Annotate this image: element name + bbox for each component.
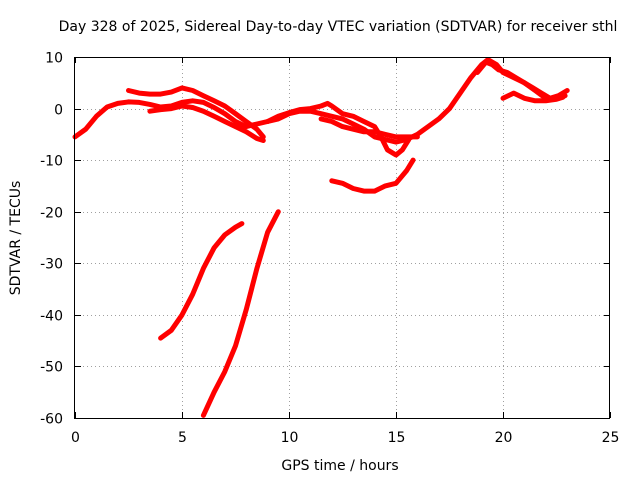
y-tick-label: -60 [40,412,63,428]
series-track-late [474,59,570,101]
x-tick-label: 15 [388,430,406,446]
y-tick-label: -30 [40,257,63,273]
x-axis-label: GPS time / hours [281,458,398,474]
axis-ticks: 0 5 10 15 20 25 10 0 -10 -20 -30 -40 -50 -60 [40,51,619,447]
series-track-late-b [500,90,566,104]
x-tick-label: 5 [178,430,187,446]
series-track-mid-b [318,116,420,140]
x-tick-label: 20 [495,430,513,446]
plot-frame [74,57,610,419]
y-tick-label: 10 [45,51,63,67]
series-track-main-b [126,85,266,140]
y-tick-label: -40 [40,309,63,325]
y-tick-label: -20 [40,206,63,222]
x-tick-label: 10 [281,430,299,446]
y-tick-label: -10 [40,154,63,170]
series-track-drop-2 [200,209,281,418]
series-track-low [329,157,416,194]
y-tick-label: 0 [54,103,63,119]
series-track-mid-a [265,100,412,158]
grid-lines [75,57,610,418]
y-axis-label: SDTVAR / TECUs [8,181,24,296]
series-track-drop-1 [158,221,245,341]
chart-title: Day 328 of 2025, Sidereal Day-to-day VTE… [59,19,618,35]
x-tick-label: 0 [71,430,80,446]
data-series [72,57,570,418]
series-track-main-a [72,57,568,145]
y-tick-label: -50 [40,360,63,376]
x-tick-label: 25 [602,430,620,446]
series-track-main-c [147,103,266,143]
